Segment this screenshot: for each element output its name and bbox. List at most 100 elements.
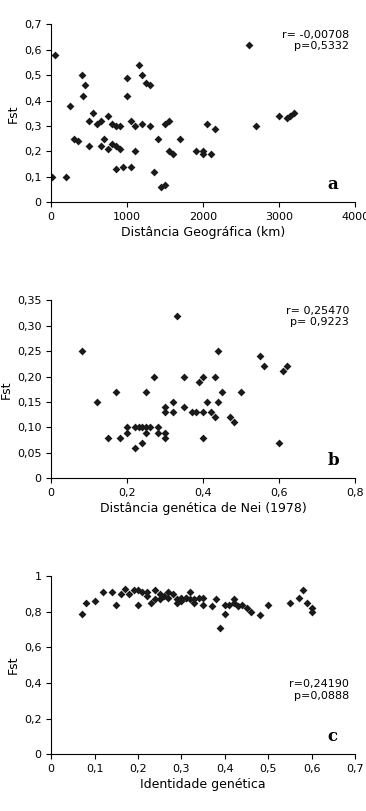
Point	[215, 345, 221, 358]
Point	[113, 119, 119, 132]
Point	[183, 591, 189, 604]
Point	[191, 593, 197, 606]
Point	[132, 119, 138, 132]
Point	[128, 114, 134, 127]
Point	[109, 137, 115, 150]
Point	[144, 590, 150, 603]
Y-axis label: Fst: Fst	[7, 656, 20, 675]
Point	[49, 170, 55, 183]
Point	[200, 431, 206, 444]
Point	[86, 114, 92, 127]
Point	[86, 140, 92, 153]
Point	[124, 421, 130, 434]
Point	[179, 591, 184, 604]
Point	[157, 587, 163, 600]
Point	[179, 593, 184, 606]
Point	[109, 117, 115, 130]
Point	[162, 426, 168, 439]
Point	[147, 421, 153, 434]
Point	[219, 385, 225, 398]
Point	[189, 406, 195, 418]
Point	[300, 584, 306, 597]
Point	[100, 586, 106, 599]
Text: r= 0,25470
p= 0,9223: r= 0,25470 p= 0,9223	[285, 306, 349, 327]
Point	[151, 370, 157, 383]
Point	[212, 410, 217, 423]
Point	[222, 607, 228, 620]
X-axis label: Distância Geográfica (km): Distância Geográfica (km)	[121, 226, 285, 239]
Point	[113, 385, 119, 398]
Point	[183, 591, 189, 604]
Point	[309, 605, 314, 618]
Text: c: c	[328, 728, 338, 745]
Point	[166, 145, 172, 158]
Point	[118, 587, 124, 600]
Point	[309, 602, 314, 615]
Point	[165, 586, 171, 599]
Point	[71, 132, 77, 145]
Point	[197, 375, 202, 388]
Point	[132, 421, 138, 434]
Point	[235, 600, 241, 613]
Point	[139, 436, 145, 449]
Point	[153, 593, 158, 606]
Point	[280, 365, 286, 378]
Point	[139, 117, 145, 130]
Point	[105, 431, 111, 444]
Text: b: b	[328, 453, 339, 470]
Point	[200, 148, 206, 161]
Point	[148, 596, 154, 609]
Point	[90, 107, 96, 120]
Text: r=0,24190
p=0,0888: r=0,24190 p=0,0888	[289, 680, 349, 701]
Point	[212, 370, 217, 383]
Point	[162, 401, 168, 414]
Point	[276, 109, 282, 122]
Point	[139, 69, 145, 82]
Point	[143, 385, 149, 398]
Point	[101, 132, 107, 145]
Point	[105, 143, 111, 156]
Point	[117, 119, 123, 132]
Point	[136, 58, 142, 71]
Point	[79, 345, 85, 358]
Point	[181, 370, 187, 383]
Point	[109, 586, 115, 599]
Point	[287, 596, 293, 609]
Point	[162, 406, 168, 418]
Point	[139, 586, 145, 599]
X-axis label: Distância genética de Nei (1978): Distância genética de Nei (1978)	[100, 502, 306, 515]
Point	[132, 145, 138, 158]
Point	[124, 71, 130, 84]
Point	[67, 99, 73, 112]
Point	[83, 596, 89, 609]
Point	[200, 591, 206, 604]
Point	[187, 586, 193, 599]
Point	[170, 396, 176, 409]
Point	[122, 582, 128, 595]
Point	[181, 401, 187, 414]
Point	[79, 69, 85, 82]
Point	[174, 596, 180, 609]
Point	[113, 599, 119, 611]
Point	[79, 607, 85, 620]
Point	[178, 132, 183, 145]
Point	[204, 117, 210, 130]
Point	[126, 587, 132, 600]
Point	[191, 596, 197, 609]
Point	[173, 309, 179, 322]
Point	[117, 431, 123, 444]
Y-axis label: Fst: Fst	[7, 104, 20, 122]
Point	[154, 132, 160, 145]
Point	[165, 591, 171, 604]
Point	[239, 599, 245, 611]
Point	[170, 587, 176, 600]
Point	[162, 178, 168, 191]
Point	[208, 148, 214, 161]
Point	[215, 396, 221, 409]
Point	[217, 621, 223, 634]
Point	[212, 122, 217, 135]
Point	[136, 421, 142, 434]
Point	[200, 145, 206, 158]
Point	[132, 441, 138, 454]
Point	[305, 596, 310, 609]
